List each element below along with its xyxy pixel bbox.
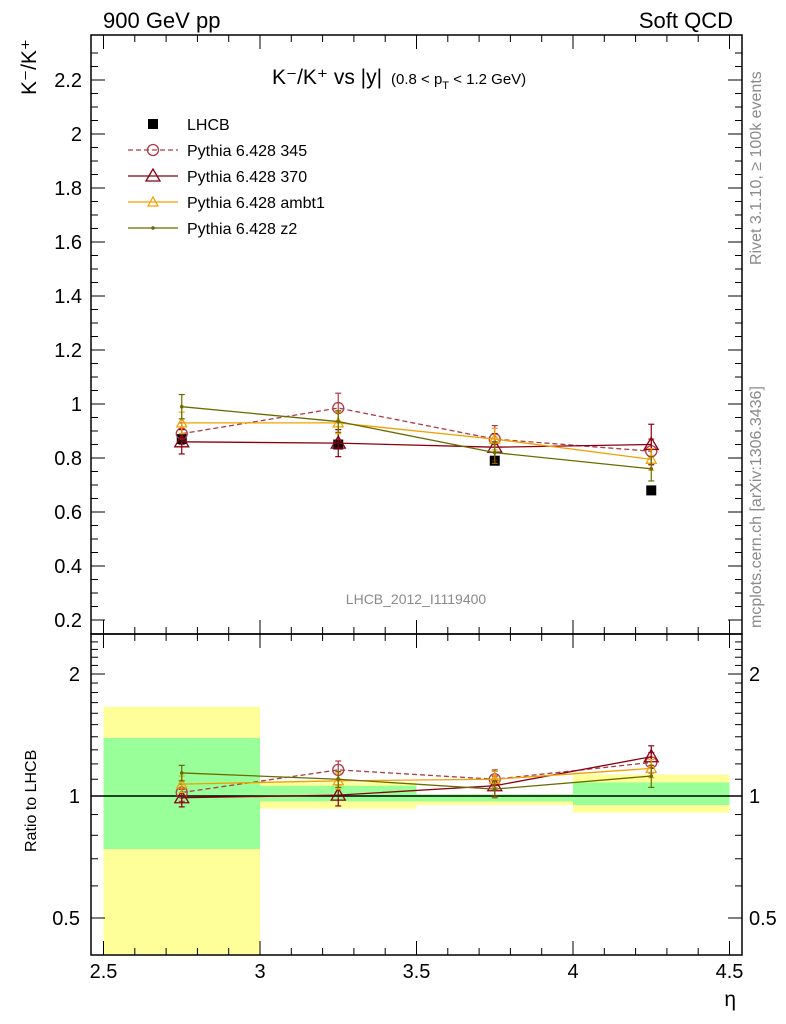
main-panel-marks [173,392,660,496]
ratio-data-point [330,786,347,801]
ratio-y-tick-label-right: 2 [749,664,760,686]
legend-item-2: Pythia 6.428 370 [128,167,307,186]
data-point [646,485,657,496]
legend-label: Pythia 6.428 345 [187,143,307,160]
legend-marker [146,143,160,157]
ratio-y-tick-label: 2 [69,664,80,686]
rivet-label: Rivet 3.1.10, ≥ 100k events [748,71,765,265]
series-0 [176,434,657,496]
ratio-series-3 [178,764,655,799]
ratio-data-point [179,771,184,775]
legend-label: Pythia 6.428 z2 [187,221,297,238]
chart-title-sub-part2: < 1.2 GeV) [449,71,526,88]
legend-marker [144,167,162,182]
data-point [179,404,184,409]
axes: 2.5 3 3.5 4 4.5 0.2 0.4 0.6 0.8 1 1.2 1.4 1.6 1.8 2 2.2… [52,34,777,983]
legend-item-1: Pythia 6.428 345 [128,143,307,160]
y-tick-label: 0.8 [54,448,82,470]
legend-label: Pythia 6.428 ambt1 [187,195,325,212]
ratio-y-tick-label-right: 0.5 [749,908,777,930]
series-line [181,406,652,470]
legend: LHCB Pythia 6.428 345 Pythia 6.428 370 Pyth… [128,117,325,238]
ratio-data-point [649,774,654,778]
y-tick-label: 1.4 [54,286,82,308]
x-tick-label: 4 [567,961,578,983]
ratio-data-point [492,787,497,791]
ratio-y-axis-label: Ratio to LHCB [23,750,40,852]
legend-label: Pythia 6.428 370 [187,169,307,186]
series-4 [178,393,655,482]
y-tick-label: 1 [71,394,82,416]
data-point [649,467,654,471]
ratio-series-line [181,772,652,790]
data-point [492,450,497,455]
y-axis-label: K⁻/K⁺ [18,39,41,95]
analysis-watermark: LHCB_2012_I1119400 [346,591,487,607]
ratio-data-point [336,777,341,782]
mcplots-label: mcplots.cern.ch [arXiv:1306.3436] [748,386,765,628]
ratio-y-tick-label-right: 1 [749,786,760,808]
y-tick-label: 2 [71,124,82,146]
legend-label: LHCB [187,117,230,134]
series-1 [175,392,658,464]
x-tick-label: 2.5 [90,961,118,983]
series-2 [173,423,660,466]
y-tick-label: 1.6 [54,232,82,254]
ratio-data-point [175,777,188,789]
ratio-data-point [173,789,190,804]
data-point [336,419,341,424]
legend-marker [151,226,155,230]
y-tick-label: 1.8 [54,178,82,200]
ratio-bands [91,706,742,954]
series-line [181,441,652,448]
header-left: 900 GeV pp [103,8,220,33]
data-point [175,416,188,428]
x-axis-label: η [724,988,736,1011]
legend-item-0: LHCB [148,117,230,134]
header-right: Soft QCD [639,8,733,33]
data-point [173,433,190,448]
series-line [181,407,652,452]
ratio-y-tick-label: 0.5 [52,908,80,930]
chart-title-sub: (0.8 < pT < 1.2 GeV) [391,71,526,92]
x-tick-label: 3 [254,961,265,983]
y-tick-label: 0.4 [54,556,82,578]
ratio-band-inner [573,782,730,806]
ratio-y-tick-label: 1 [69,786,80,808]
data-point [330,434,347,449]
x-tick-label: 3.5 [403,961,431,983]
legend-marker [148,119,158,129]
series-line [181,422,652,460]
chart-title-sub-sub: T [442,80,449,92]
ratio-series-line [181,756,652,799]
legend-item-4: Pythia 6.428 z2 [128,221,297,238]
legend-marker [146,195,160,207]
y-tick-label: 0.2 [54,610,82,632]
chart-title-main: K⁻/K⁺ vs |y| [272,66,382,89]
y-tick-label: 2.2 [54,70,82,92]
legend-item-3: Pythia 6.428 ambt1 [128,195,325,212]
x-tick-label: 4.5 [716,961,744,983]
chart-title-sub-part1: (0.8 < p [391,71,442,88]
ratio-series-line [181,767,652,785]
y-tick-label: 1.2 [54,340,82,362]
y-tick-label: 0.6 [54,502,82,524]
chart-title: K⁻/K⁺ vs |y| (0.8 < pT < 1.2 GeV) [272,66,526,92]
ratio-panel-marks [173,745,660,808]
